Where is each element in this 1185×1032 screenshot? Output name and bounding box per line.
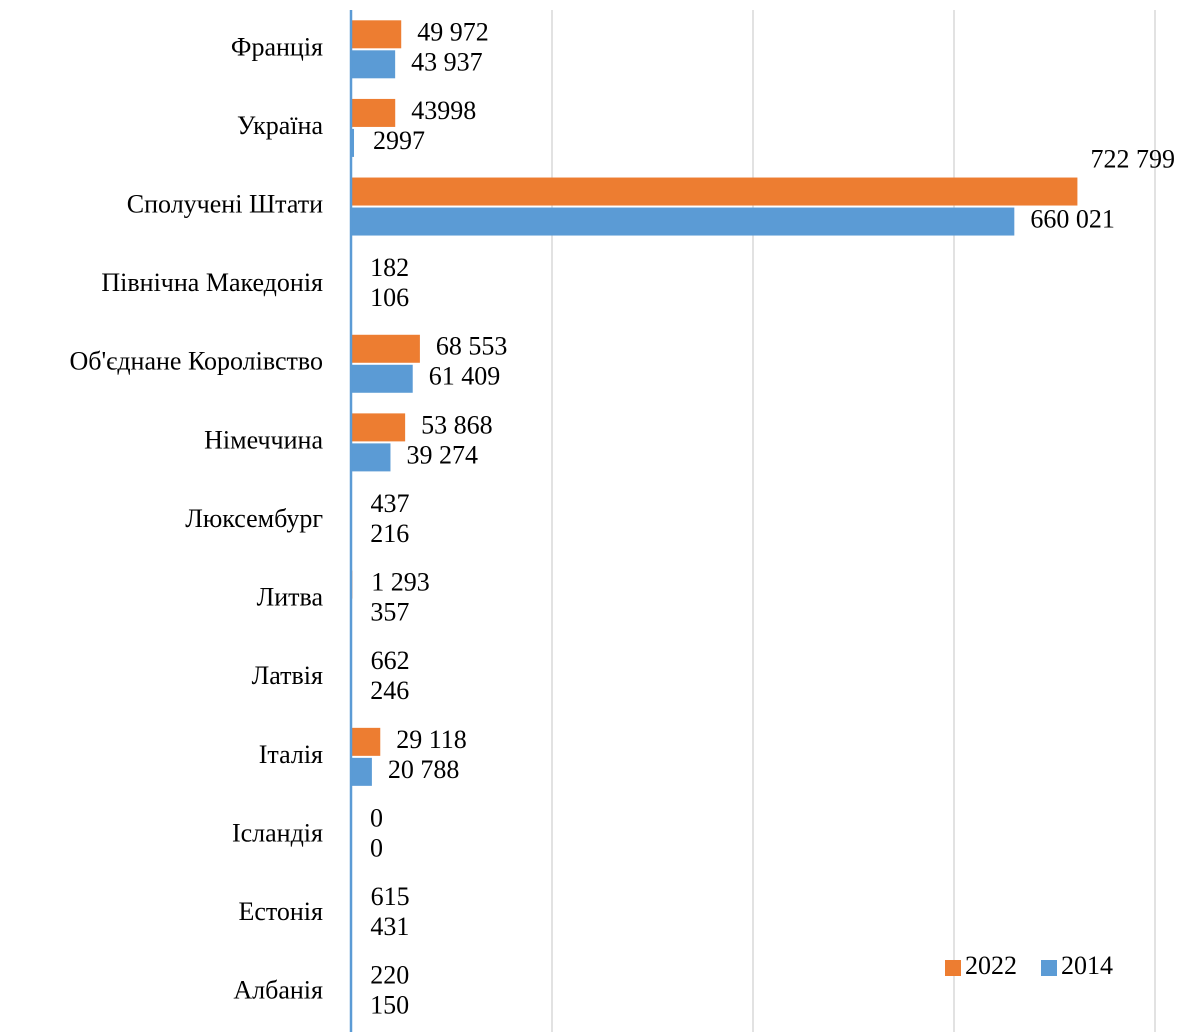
data-label: 68 553 xyxy=(436,332,508,361)
bar xyxy=(351,364,413,393)
data-label: 660 021 xyxy=(1030,205,1115,234)
y-tick-label: Німеччина xyxy=(204,425,323,454)
data-label: 39 274 xyxy=(406,440,478,469)
data-label: 662 xyxy=(371,646,410,675)
y-tick-label: Латвія xyxy=(252,661,323,690)
y-tick-label: Італія xyxy=(259,740,323,769)
data-label: 29 118 xyxy=(396,725,467,754)
data-label: 61 409 xyxy=(429,362,501,391)
bar xyxy=(351,128,355,157)
bar xyxy=(351,207,1015,236)
legend-label: 2014 xyxy=(1061,951,1113,980)
data-label: 150 xyxy=(370,991,409,1020)
data-label: 0 xyxy=(370,803,383,832)
bar xyxy=(351,98,396,127)
y-tick-label: Естонія xyxy=(238,897,323,926)
bar xyxy=(351,334,420,363)
y-tick-label: Об'єднане Королівство xyxy=(69,347,323,376)
y-tick-label: Північна Македонія xyxy=(101,268,323,297)
bar xyxy=(351,443,391,472)
legend-swatch xyxy=(945,960,961,976)
data-label: 1 293 xyxy=(371,568,430,597)
data-label: 615 xyxy=(371,882,410,911)
data-label: 357 xyxy=(370,598,409,627)
bar xyxy=(351,50,396,79)
data-label: 49 972 xyxy=(417,17,489,46)
bar xyxy=(351,727,381,756)
data-label: 53 868 xyxy=(421,410,493,439)
data-label: 431 xyxy=(370,912,409,941)
y-tick-label: Сполучені Штати xyxy=(127,190,323,219)
data-label: 20 788 xyxy=(388,755,460,784)
bar xyxy=(351,177,1078,206)
data-label: 216 xyxy=(370,519,409,548)
data-label: 722 799 xyxy=(1091,145,1176,174)
y-tick-label: Албанія xyxy=(233,976,323,1005)
data-label: 43998 xyxy=(411,96,476,125)
y-tick-label: Литва xyxy=(257,583,324,612)
data-label: 182 xyxy=(370,253,409,282)
y-tick-label: Люксембург xyxy=(185,504,323,533)
data-label: 43 937 xyxy=(411,47,483,76)
data-label: 246 xyxy=(370,676,409,705)
y-tick-label: Ісландія xyxy=(232,818,323,847)
data-label: 220 xyxy=(370,961,409,990)
data-label: 106 xyxy=(370,283,409,312)
legend-label: 2022 xyxy=(965,951,1017,980)
bar xyxy=(351,757,372,786)
bar xyxy=(351,20,402,49)
bar xyxy=(351,413,406,442)
y-tick-label: Україна xyxy=(237,111,323,140)
legend-swatch xyxy=(1041,960,1057,976)
data-label: 0 xyxy=(370,833,383,862)
y-tick-label: Франція xyxy=(231,32,323,61)
data-label: 437 xyxy=(370,489,409,518)
data-label: 2997 xyxy=(373,126,425,155)
